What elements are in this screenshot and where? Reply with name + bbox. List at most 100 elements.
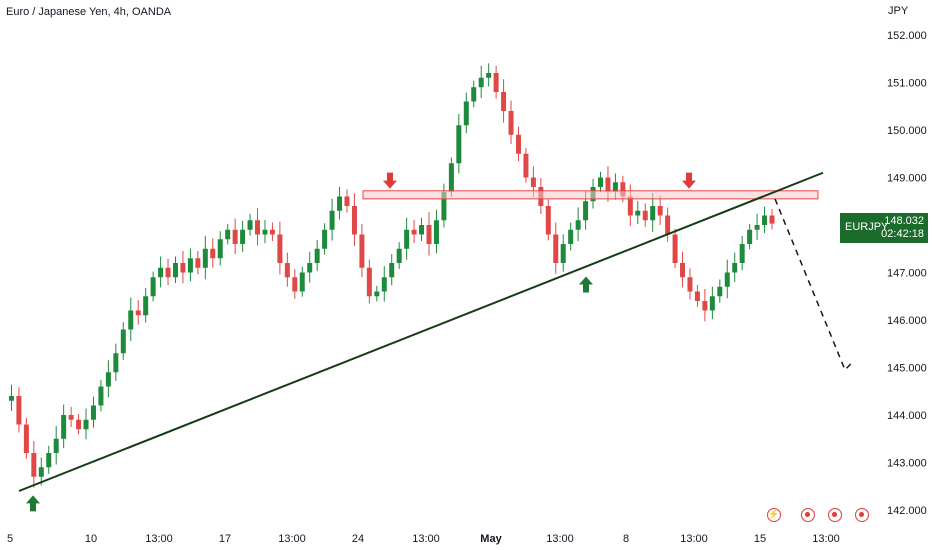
projection-path <box>774 198 853 372</box>
candle-body <box>478 77 484 88</box>
candle-body <box>754 225 760 230</box>
candle-body <box>665 215 671 235</box>
y-tick-label: 152.000 <box>887 30 927 42</box>
candle-body <box>709 296 715 311</box>
axis-unit-label: JPY <box>888 5 909 17</box>
y-tick-label: 146.000 <box>887 315 927 327</box>
buy-signal-arrow <box>26 495 40 512</box>
candle-body <box>486 73 492 78</box>
candle-body <box>269 229 275 235</box>
y-tick-label: 151.000 <box>887 78 927 90</box>
badge-price: 148.032 <box>884 215 924 228</box>
candle-body <box>128 310 134 330</box>
candle-body <box>68 415 74 420</box>
sell-signal-arrow <box>383 172 397 189</box>
candle-body <box>120 329 126 354</box>
candle-body <box>598 177 604 187</box>
candle-body <box>523 153 529 178</box>
candle-body <box>419 225 425 235</box>
candle-body <box>90 405 96 420</box>
y-tick-label: 142.000 <box>887 505 927 517</box>
economic-event-icon[interactable] <box>855 508 869 522</box>
candle-body <box>8 396 14 401</box>
badge-symbol: EURJPY <box>845 221 889 234</box>
candle-body <box>217 239 223 259</box>
candle-body <box>374 291 380 297</box>
badge-countdown: 02:42:18 <box>881 228 924 241</box>
candle-body <box>225 229 231 240</box>
candle-body <box>553 234 559 263</box>
candle-body <box>404 229 410 249</box>
candle-body <box>732 263 738 273</box>
candle-body <box>172 263 178 278</box>
x-tick-label: 10 <box>85 533 97 545</box>
y-tick-label: 147.000 <box>887 268 927 280</box>
x-tick-label: 13:00 <box>680 533 708 545</box>
candle-body <box>717 286 723 297</box>
chart-title: Euro / Japanese Yen, 4h, OANDA <box>6 6 172 18</box>
candle-body <box>232 229 238 244</box>
candle-body <box>687 277 693 292</box>
candle-body <box>31 453 37 477</box>
candle-body <box>240 229 246 244</box>
candle-body <box>344 196 350 206</box>
candle-body <box>105 372 111 387</box>
candle-body <box>158 267 164 278</box>
candle-body <box>620 182 626 197</box>
candle-body <box>583 201 589 221</box>
last-price-badge: EURJPY 148.032 02:42:18 <box>840 213 928 244</box>
candle-body <box>366 267 372 297</box>
y-tick-label: 150.000 <box>887 125 927 137</box>
candle-body <box>724 272 730 287</box>
candle-body <box>247 220 253 230</box>
candle-body <box>426 225 432 244</box>
economic-event-icon[interactable] <box>828 508 842 522</box>
economic-event-icon[interactable] <box>801 508 815 522</box>
candle-body <box>53 438 59 453</box>
candle-body <box>568 229 574 244</box>
candle-body <box>515 134 521 154</box>
x-tick-label: 13:00 <box>145 533 173 545</box>
candle-body <box>277 234 283 263</box>
candle-body <box>493 73 499 92</box>
candle-body <box>530 177 536 187</box>
x-tick-label: 17 <box>219 533 231 545</box>
candle-body <box>411 229 417 235</box>
candle-body <box>76 419 82 430</box>
annotations <box>18 171 853 512</box>
candle-body <box>359 234 365 268</box>
candle-body <box>322 229 328 249</box>
candle-body <box>575 220 581 230</box>
y-axis: 152.000151.000150.000149.000148.000147.0… <box>887 30 927 517</box>
y-tick-label: 149.000 <box>887 173 927 185</box>
buy-signal-arrow <box>579 276 593 293</box>
candle-body <box>83 419 89 430</box>
candle-body <box>545 206 551 235</box>
x-tick-label: May <box>480 533 502 545</box>
x-axis: 5 10 13:00 17 13:00 24 13:00 May 13:00 8 13:00 15 13… <box>7 533 840 545</box>
x-tick-label: 13:00 <box>546 533 574 545</box>
x-tick-label: 13:00 <box>412 533 440 545</box>
candle-body <box>314 248 320 263</box>
candle-body <box>657 206 663 216</box>
y-tick-label: 143.000 <box>887 458 927 470</box>
candle-body <box>143 296 149 316</box>
trendline <box>18 171 824 492</box>
candle-body <box>150 277 156 297</box>
candle-body <box>46 453 52 468</box>
candle-body <box>307 263 313 273</box>
candle-body <box>635 210 641 216</box>
candle-body <box>135 310 141 316</box>
candle-body <box>672 234 678 263</box>
candle-body <box>98 386 104 406</box>
candle-body <box>739 244 745 263</box>
candle-body <box>396 248 402 263</box>
candle-body <box>292 277 298 292</box>
candle-body <box>38 467 44 477</box>
sell-signal-arrow <box>682 172 696 189</box>
x-tick-label: 13:00 <box>278 533 306 545</box>
lightning-icon[interactable]: ⚡ <box>767 508 781 522</box>
candle-body <box>337 196 343 211</box>
resistance-zone <box>362 190 819 200</box>
